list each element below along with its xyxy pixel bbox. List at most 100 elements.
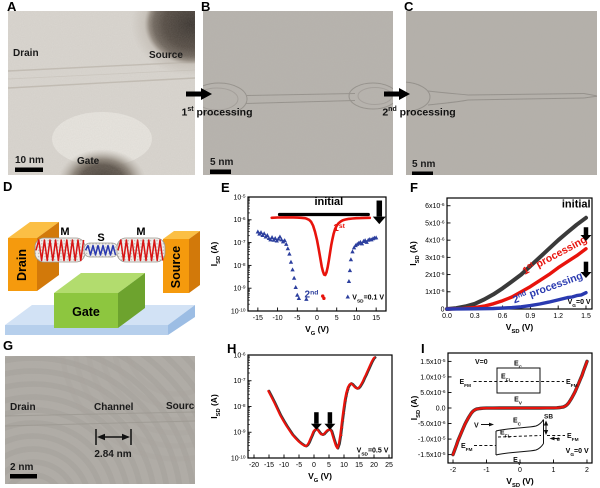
tem-image-1st-processing: 5 nm — [203, 11, 393, 175]
svg-text:2x10-6: 2x10-6 — [425, 270, 445, 279]
schottky-barrier-label: SB — [544, 414, 553, 421]
svg-text:2: 2 — [585, 467, 589, 474]
electron-flow-arrow — [549, 436, 555, 441]
svg-text:-15: -15 — [264, 462, 274, 469]
svg-text:2nd: 2nd — [305, 289, 319, 301]
electron-label: e — [557, 436, 561, 443]
tem-image-channel-closeup: Drain Channel Source 2.84 nm 2 nm — [5, 356, 195, 484]
svg-text:10-6: 10-6 — [233, 351, 245, 360]
drain-label: Drain — [15, 249, 29, 281]
svg-text:ISD (A): ISD (A) — [209, 242, 222, 267]
svg-text:VSD (V): VSD (V) — [506, 322, 534, 335]
svg-text:-20: -20 — [249, 462, 259, 469]
svg-text:10: 10 — [353, 315, 361, 322]
svg-text:1.5: 1.5 — [581, 313, 591, 320]
chart-output-curves: 0.0 0.3 0.6 0.9 1.2 1.5 6x10-6 5x10-6 4x10-6 3x10… — [408, 197, 593, 335]
gate-label: Gate — [77, 156, 100, 167]
svg-text:6x10-6: 6x10-6 — [425, 202, 445, 211]
svg-text:0.0: 0.0 — [436, 405, 446, 412]
scale-bar-label: 2 nm — [10, 462, 33, 473]
svg-text:0.0: 0.0 — [442, 313, 452, 320]
bias-label: V — [474, 423, 479, 430]
svg-text:10-8: 10-8 — [233, 402, 245, 411]
schottky-barrier-arrow-up — [543, 420, 549, 426]
svg-text:1st: 1st — [333, 223, 345, 235]
panel-letter-a: A — [7, 0, 17, 14]
schottky-barrier-arrow-down — [543, 430, 549, 435]
fermi-level-label: EFL — [501, 374, 512, 384]
svg-text:-10: -10 — [273, 315, 283, 322]
svg-text:VSD=0.5 V: VSD=0.5 V — [357, 448, 389, 458]
panel-letter-e: E — [221, 180, 230, 195]
measurement-arrow — [95, 429, 132, 445]
svg-text:-15: -15 — [253, 315, 263, 322]
panel-letter-h: H — [227, 341, 237, 356]
conduction-band-label: EC — [514, 361, 523, 371]
scale-bar: 5 nm — [412, 159, 435, 175]
processing-arrow-2 — [384, 88, 410, 100]
channel-length-value: 2.84 nm — [94, 449, 131, 460]
valence-band-label: EV — [513, 457, 522, 467]
svg-text:VSD (V): VSD (V) — [506, 476, 534, 488]
processing-arrow-1 — [186, 88, 212, 100]
chart-final-transfer-curve: -20 -15 -10 -5 0 5 10 15 20 25 10-6 10-7 10-8 10-9 10-… — [209, 351, 393, 484]
svg-text:-1.0x10-5: -1.0x10-5 — [418, 435, 446, 444]
svg-text:-1: -1 — [483, 467, 489, 474]
svg-text:10-10: 10-10 — [231, 454, 246, 463]
nanotube — [34, 237, 166, 263]
svg-text:10-5: 10-5 — [233, 193, 245, 202]
svg-text:15: 15 — [355, 462, 363, 469]
chart-iv-curve-with-band-diagrams: -2 -1 0 1 2 1.5x10-5 1.0x10-5 5.0x10-6 0.0 -5.0x1… — [409, 352, 593, 488]
metallic-segment-label-1: M — [60, 226, 69, 238]
svg-text:5: 5 — [335, 315, 339, 322]
scale-bar: 5 nm — [210, 157, 233, 174]
svg-text:10-7: 10-7 — [233, 239, 245, 248]
svg-text:initial: initial — [562, 198, 591, 210]
svg-text:ISD (A): ISD (A) — [209, 394, 222, 419]
svg-text:20: 20 — [370, 462, 378, 469]
svg-text:VSD=0.1 V: VSD=0.1 V — [352, 294, 384, 304]
panel-letter-i: I — [421, 341, 425, 356]
band-diagram-biased — [474, 419, 565, 456]
band-diagram-equilibrium — [473, 367, 564, 394]
svg-text:10-10: 10-10 — [231, 307, 246, 316]
source-label: Source — [149, 50, 183, 61]
svg-text:0.6: 0.6 — [498, 313, 508, 320]
scale-bar-label: 5 nm — [412, 159, 435, 170]
source-label: Source — [166, 401, 195, 412]
svg-text:10-6: 10-6 — [233, 216, 245, 225]
semiconducting-segment-label: S — [97, 232, 104, 244]
fermi-level-label: EFL — [500, 430, 511, 440]
source-block — [163, 231, 200, 293]
bias-zero-label: V=0 — [475, 359, 488, 366]
metal-fermi-right-label: EFM — [567, 433, 579, 443]
svg-text:0: 0 — [518, 467, 522, 474]
bias-direction-arrow — [489, 422, 494, 427]
panel-letter-c: C — [404, 0, 414, 14]
drain-label: Drain — [13, 48, 39, 59]
svg-text:ISD (A): ISD (A) — [408, 241, 421, 266]
svg-text:-10: -10 — [279, 462, 289, 469]
svg-text:-1.5x10-5: -1.5x10-5 — [418, 451, 446, 460]
gate-block — [54, 273, 145, 328]
svg-text:-5: -5 — [294, 315, 300, 322]
scale-bar: 10 nm — [15, 155, 44, 172]
svg-text:0: 0 — [312, 462, 316, 469]
conduction-band-label: EC — [513, 418, 522, 428]
scale-bar-label: 10 nm — [15, 155, 44, 166]
svg-text:ISD (A): ISD (A) — [409, 396, 422, 421]
tem-image-device-overview: Drain Source Gate 10 nm — [8, 11, 195, 175]
svg-text:VG=0 V: VG=0 V — [568, 299, 591, 309]
panel-letter-d: D — [3, 179, 13, 194]
valence-band-label: EV — [514, 397, 523, 407]
svg-text:VG (V): VG (V) — [308, 471, 332, 484]
chart-transfer-curves: -15 -10 -5 0 5 10 15 10-5 10-6 10-7 10-8 10-9 10-10 V… — [209, 193, 387, 337]
svg-text:10: 10 — [340, 462, 348, 469]
svg-text:1: 1 — [552, 467, 556, 474]
metallic-segment-label-2: M — [136, 226, 145, 238]
svg-text:5x10-6: 5x10-6 — [425, 219, 445, 228]
panel-letter-b: B — [201, 0, 211, 14]
svg-text:1.0x10-5: 1.0x10-5 — [420, 373, 446, 382]
svg-text:1.5x10-5: 1.5x10-5 — [420, 357, 446, 366]
